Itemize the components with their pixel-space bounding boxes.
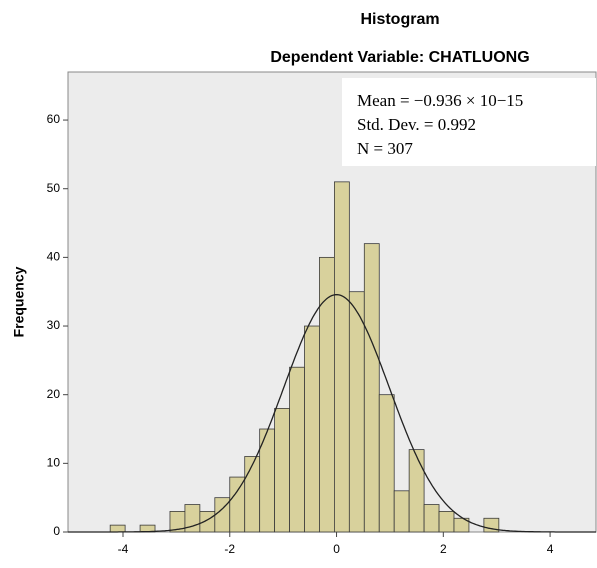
bar — [199, 511, 216, 533]
y-tick-label: 40 — [47, 250, 61, 264]
x-tick-label: -4 — [118, 542, 129, 556]
bar — [393, 490, 410, 533]
stats-box — [342, 78, 596, 166]
bar — [229, 476, 246, 533]
bar — [334, 181, 350, 533]
y-tick-label: 20 — [47, 387, 61, 401]
y-tick-label: 50 — [47, 181, 61, 195]
y-tick-label: 60 — [47, 112, 61, 126]
y-tick-label: 0 — [53, 524, 60, 538]
bars — [109, 181, 500, 533]
chart-title: Histogram — [360, 11, 439, 28]
x-tick-label: 4 — [547, 542, 554, 556]
x-tick-label: 2 — [440, 542, 447, 556]
bar — [438, 511, 455, 533]
stats-text: N = 307 — [357, 139, 413, 158]
bar — [423, 504, 440, 533]
bar — [304, 325, 320, 533]
bar — [274, 408, 290, 533]
x-tick-label: -2 — [224, 542, 235, 556]
bar — [289, 366, 305, 533]
bar — [378, 394, 395, 533]
stats-text: Std. Dev. = 0.992 — [357, 115, 476, 134]
bar — [244, 456, 261, 533]
stats-text: Mean = −0.936 × 10−15 — [357, 91, 523, 110]
x-tick-label: 0 — [333, 542, 340, 556]
y-tick-label: 30 — [47, 318, 61, 332]
bar — [109, 524, 126, 533]
y-tick-label: 10 — [47, 456, 61, 470]
y-axis-label: Frequency — [11, 266, 27, 337]
bar — [408, 449, 425, 533]
normal-curve — [68, 294, 596, 533]
bar — [363, 243, 380, 533]
bar — [348, 291, 365, 533]
chart-subtitle: Dependent Variable: CHATLUONG — [270, 49, 529, 66]
bar — [453, 517, 470, 533]
